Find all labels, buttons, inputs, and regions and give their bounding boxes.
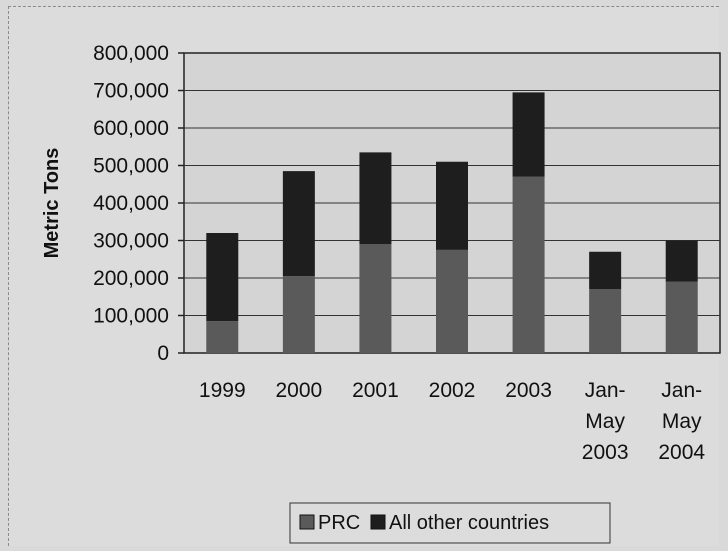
x-tick-label-line: 1999 (199, 379, 246, 402)
legend-label-prc: PRC (318, 512, 360, 534)
bar-segment-prc (436, 249, 468, 353)
x-tick-labels: 1999 2000 2001 2002 2003 Jan- May 2003 Jan- May 20… (199, 379, 705, 464)
bar-segment-prc (206, 321, 239, 353)
bar-segment-other (665, 240, 698, 282)
bar-segment-other (282, 171, 315, 277)
bar-segment-other (206, 233, 239, 322)
legend-label-other: All other countries (389, 512, 549, 534)
y-tick-label: 0 (157, 342, 169, 365)
x-tick-label-line: 2003 (505, 379, 552, 402)
x-tick-label: 2003 (505, 379, 552, 402)
y-tick-label: 100,000 (93, 305, 169, 328)
x-tick-label: 2002 (429, 379, 476, 402)
x-tick-label-line: Jan- (585, 379, 626, 402)
x-tick-label: 2000 (275, 379, 322, 402)
bar-segment-prc (665, 281, 698, 353)
bar-segment-other (436, 161, 468, 250)
y-tick-label: 200,000 (93, 267, 169, 290)
x-tick-label-line: 2002 (429, 379, 476, 402)
x-tick-label-line: 2003 (582, 441, 629, 464)
x-tick-label: Jan- May 2003 (582, 379, 629, 464)
y-tick-labels: 0 100,000 200,000 300,000 400,000 500,000 600,… (93, 42, 184, 365)
bar-segment-prc (589, 289, 622, 353)
x-tick-label-line: May (585, 410, 625, 433)
bar-segment-other (512, 92, 545, 177)
y-tick-label: 600,000 (93, 117, 169, 140)
x-tick-label-line: 2001 (352, 379, 399, 402)
x-tick-label: 2001 (352, 379, 399, 402)
x-tick-label-line: May (662, 410, 702, 433)
bar-segment-prc (512, 176, 545, 353)
bar-segment-other (359, 152, 392, 245)
y-tick-label: 400,000 (93, 192, 169, 215)
bar-segment-prc (359, 244, 392, 353)
y-tick-label: 500,000 (93, 155, 169, 178)
y-tick-label: 700,000 (93, 80, 169, 103)
x-tick-label-line: Jan- (661, 379, 702, 402)
bars (206, 92, 698, 353)
bar-segment-prc (282, 276, 315, 353)
bar-segment-other (589, 251, 622, 290)
x-tick-label: Jan- May 2004 (658, 379, 705, 464)
legend: PRC All other countries (289, 502, 611, 544)
y-tick-label: 800,000 (93, 42, 169, 65)
x-tick-label-line: 2000 (275, 379, 322, 402)
legend-swatch-other (370, 514, 386, 530)
x-tick-label: 1999 (199, 379, 246, 402)
legend-swatch-prc (299, 514, 315, 530)
y-axis-label: Metric Tons (41, 148, 63, 259)
x-tick-label-line: 2004 (658, 441, 705, 464)
legend-box (289, 502, 611, 544)
y-tick-label: 300,000 (93, 230, 169, 253)
